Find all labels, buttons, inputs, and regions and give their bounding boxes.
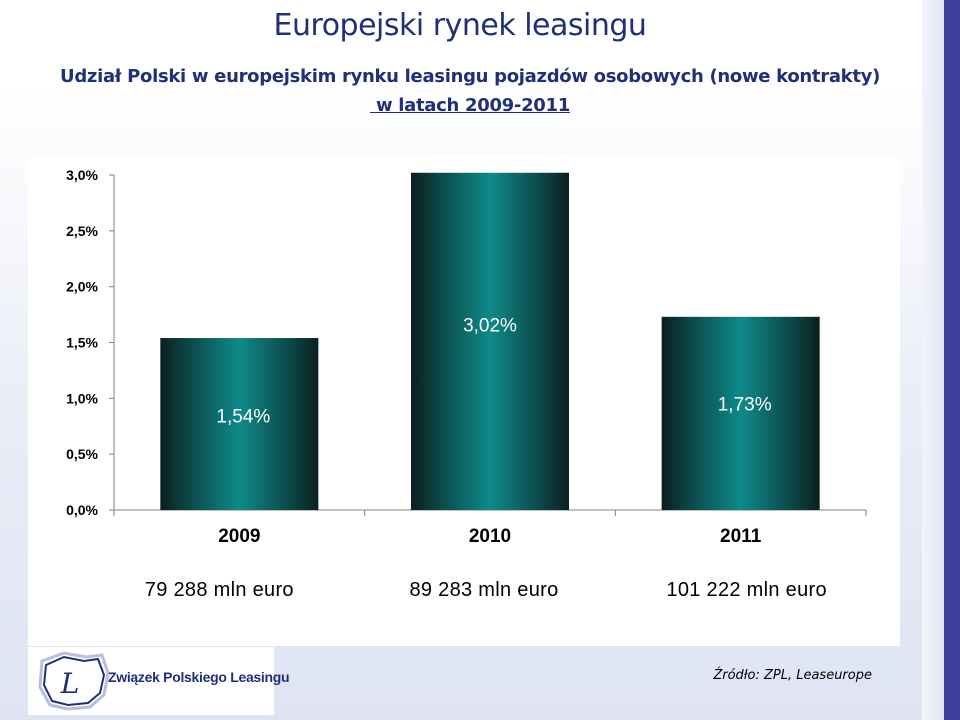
y-tick-label: 1,0%: [66, 390, 98, 406]
subtitle-line-2: w latach 2009-2011: [370, 95, 570, 116]
logo-box: L Związek Polskiego Leasingu: [28, 647, 290, 715]
y-tick-label: 2,5%: [66, 223, 98, 239]
source-note: Źródło: ZPL, Leaseurope: [713, 668, 872, 683]
data-label-2010: 3,02%: [463, 316, 517, 337]
slide-title-text: Europejski rynek leasingu: [273, 8, 647, 43]
data-label-2011: 1,73%: [718, 395, 772, 416]
x-tick-label-2010: 2010: [469, 526, 511, 547]
y-tick-label: 1,5%: [66, 335, 98, 351]
bar-2011: [661, 316, 820, 510]
zpl-logo-icon: L: [38, 651, 110, 711]
side-accent-bar: [944, 0, 960, 720]
chart-panel: 0,0% 0,5% 1,0% 1,5% 2,0% 2,5% 3,0% 1,54% 2009 79 …: [28, 157, 900, 646]
amount-label-2011: 101 222 mln euro: [666, 579, 826, 601]
x-tick-label-2009: 2009: [218, 526, 260, 547]
chart-subtitle: Udział Polski w europejskim rynku leasin…: [0, 62, 940, 120]
subtitle-line-1: Udział Polski w europejskim rynku leasin…: [60, 66, 880, 87]
slide-title: Europejski rynek leasingu: [0, 8, 940, 43]
bar-chart: 0,0% 0,5% 1,0% 1,5% 2,0% 2,5% 3,0% 1,54% 2009 79 …: [66, 167, 867, 601]
bar-2009: [160, 338, 319, 510]
data-label-2009: 1,54%: [216, 406, 270, 427]
y-tick-label: 2,0%: [66, 279, 98, 295]
y-tick-label: 0,5%: [66, 446, 98, 462]
y-tick-label: 3,0%: [66, 167, 98, 183]
amount-label-2010: 89 283 mln euro: [409, 579, 558, 601]
logo-name: Związek Polskiego Leasingu: [108, 669, 290, 685]
side-gradient-strip: [922, 0, 944, 720]
x-tick-label-2011: 2011: [720, 526, 762, 547]
logo-letter: L: [60, 667, 80, 700]
bar-2010: [411, 172, 569, 510]
amount-label-2009: 79 288 mln euro: [145, 579, 294, 601]
y-tick-label: 0,0%: [66, 502, 98, 518]
